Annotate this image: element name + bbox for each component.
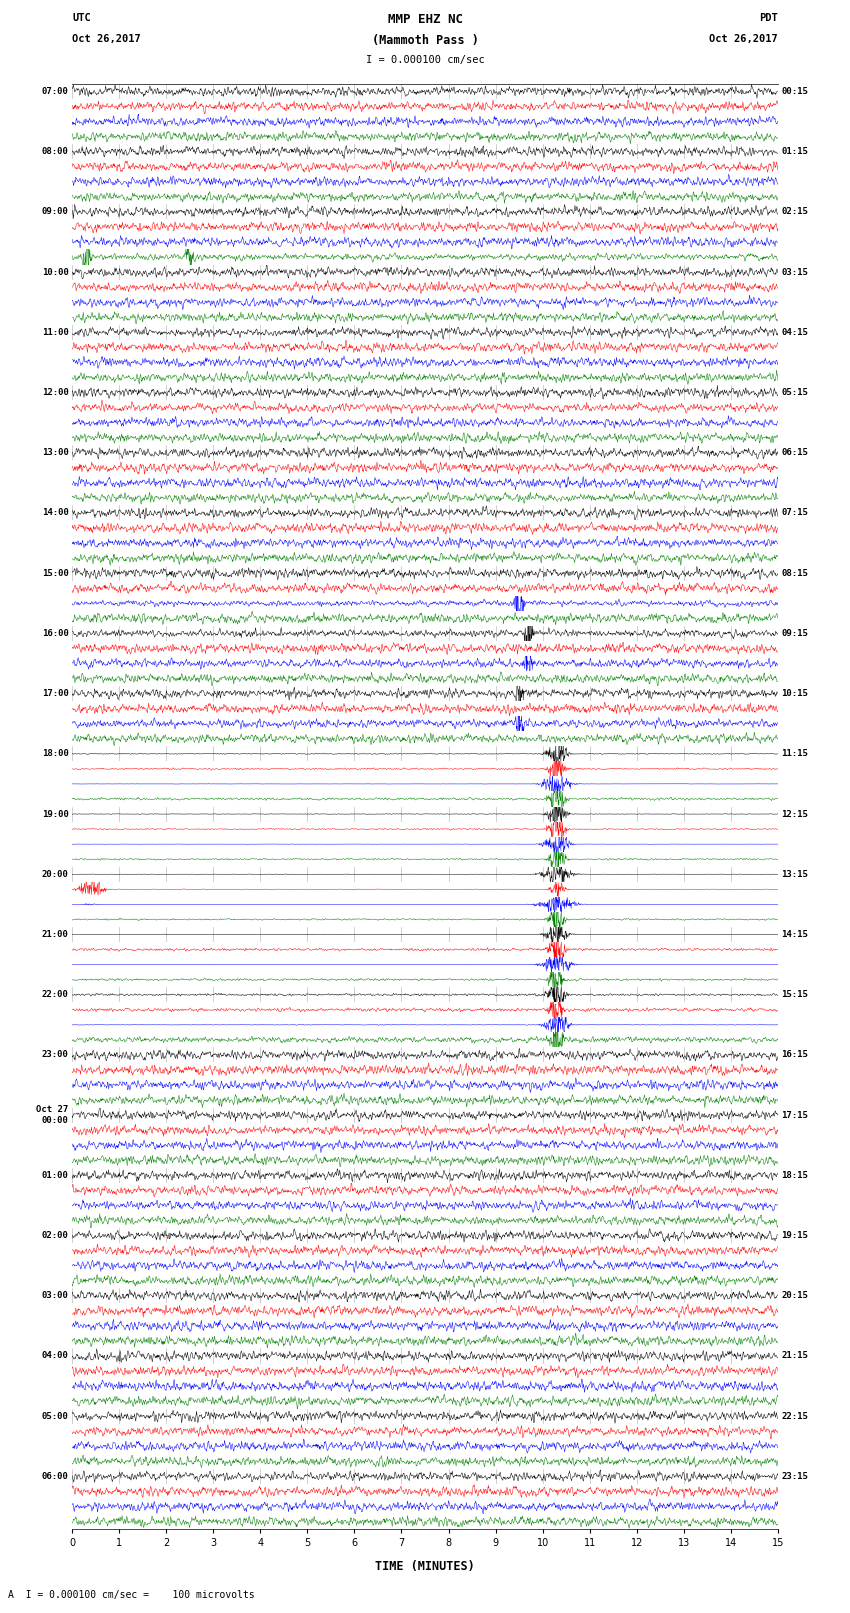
Text: 02:15: 02:15 [781, 208, 808, 216]
Text: 12:15: 12:15 [781, 810, 808, 818]
Text: 00:15: 00:15 [781, 87, 808, 95]
Text: 15:15: 15:15 [781, 990, 808, 998]
Text: 08:00: 08:00 [42, 147, 69, 156]
Text: 23:15: 23:15 [781, 1473, 808, 1481]
Text: 06:00: 06:00 [42, 1473, 69, 1481]
Text: 13:00: 13:00 [42, 448, 69, 456]
Text: 10:00: 10:00 [42, 268, 69, 276]
Text: 22:00: 22:00 [42, 990, 69, 998]
Text: 11:00: 11:00 [42, 327, 69, 337]
Text: I = 0.000100 cm/sec: I = 0.000100 cm/sec [366, 55, 484, 65]
Text: 05:00: 05:00 [42, 1411, 69, 1421]
Text: 03:00: 03:00 [42, 1292, 69, 1300]
Text: 04:00: 04:00 [42, 1352, 69, 1360]
Text: 18:15: 18:15 [781, 1171, 808, 1179]
Text: 08:15: 08:15 [781, 569, 808, 577]
Text: 16:00: 16:00 [42, 629, 69, 637]
Text: 09:15: 09:15 [781, 629, 808, 637]
Text: TIME (MINUTES): TIME (MINUTES) [375, 1560, 475, 1573]
Text: 03:15: 03:15 [781, 268, 808, 276]
Text: 16:15: 16:15 [781, 1050, 808, 1060]
Text: 23:00: 23:00 [42, 1050, 69, 1060]
Text: 07:00: 07:00 [42, 87, 69, 95]
Text: 04:15: 04:15 [781, 327, 808, 337]
Text: 21:00: 21:00 [42, 931, 69, 939]
Text: 13:15: 13:15 [781, 869, 808, 879]
Text: Oct 26,2017: Oct 26,2017 [709, 34, 778, 44]
Text: 14:15: 14:15 [781, 931, 808, 939]
Text: 15:00: 15:00 [42, 569, 69, 577]
Text: (Mammoth Pass ): (Mammoth Pass ) [371, 34, 479, 47]
Text: PDT: PDT [759, 13, 778, 23]
Text: MMP EHZ NC: MMP EHZ NC [388, 13, 462, 26]
Text: Oct 26,2017: Oct 26,2017 [72, 34, 141, 44]
Text: 01:00: 01:00 [42, 1171, 69, 1179]
Text: 11:15: 11:15 [781, 750, 808, 758]
Text: 02:00: 02:00 [42, 1231, 69, 1240]
Text: 19:15: 19:15 [781, 1231, 808, 1240]
Text: 18:00: 18:00 [42, 750, 69, 758]
Text: 05:15: 05:15 [781, 389, 808, 397]
Text: 20:15: 20:15 [781, 1292, 808, 1300]
Text: 21:15: 21:15 [781, 1352, 808, 1360]
Text: 12:00: 12:00 [42, 389, 69, 397]
Text: 17:00: 17:00 [42, 689, 69, 698]
Text: 17:15: 17:15 [781, 1111, 808, 1119]
Text: 07:15: 07:15 [781, 508, 808, 518]
Text: 19:00: 19:00 [42, 810, 69, 818]
Text: A  I = 0.000100 cm/sec =    100 microvolts: A I = 0.000100 cm/sec = 100 microvolts [8, 1590, 255, 1600]
Text: 06:15: 06:15 [781, 448, 808, 456]
Text: 10:15: 10:15 [781, 689, 808, 698]
Text: 09:00: 09:00 [42, 208, 69, 216]
Text: 22:15: 22:15 [781, 1411, 808, 1421]
Text: UTC: UTC [72, 13, 91, 23]
Text: Oct 27
00:00: Oct 27 00:00 [37, 1105, 69, 1124]
Text: 20:00: 20:00 [42, 869, 69, 879]
Text: 14:00: 14:00 [42, 508, 69, 518]
Text: 01:15: 01:15 [781, 147, 808, 156]
